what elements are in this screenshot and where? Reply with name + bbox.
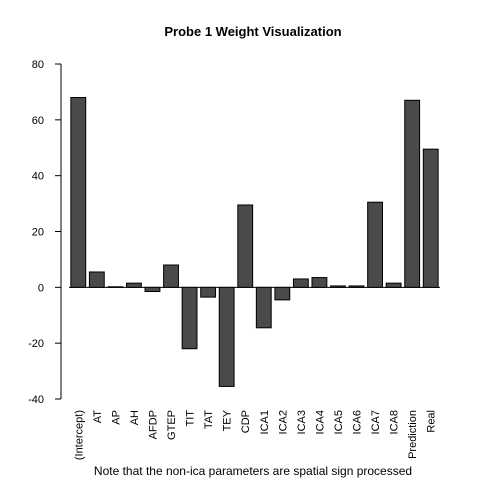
x-tick-label: AH <box>129 410 141 425</box>
bar-at <box>88 271 105 288</box>
bar-tey <box>218 286 235 387</box>
x-tick-label: ICA4 <box>314 410 326 434</box>
x-tick-label: Real <box>426 410 438 433</box>
bar-ah <box>126 282 142 288</box>
x-tick-label: ICA8 <box>389 410 401 434</box>
bar-ica3 <box>292 278 309 288</box>
x-tick-label: AP <box>110 410 122 425</box>
bar-ica5 <box>330 285 346 288</box>
bar-ica7 <box>367 201 383 288</box>
bar-tit <box>181 286 198 350</box>
x-tick-label: TEY <box>222 409 234 431</box>
bar-ap <box>107 286 124 288</box>
y-axis: -40 -20 0 20 40 60 80 <box>28 59 62 406</box>
bar-ica8 <box>385 282 402 288</box>
x-tick-label: ICA3 <box>296 410 308 434</box>
chart-title: Probe 1 Weight Visualization <box>164 24 341 39</box>
bar-cdp <box>237 204 254 288</box>
x-tick-label: Prediction <box>407 410 419 459</box>
y-tick-label: 20 <box>32 227 44 239</box>
chart-note: Note that the non-ica parameters are spa… <box>94 464 412 478</box>
bar-ica2 <box>274 286 291 301</box>
bar-afdp <box>144 286 161 293</box>
bar-intercept <box>70 97 87 288</box>
y-tick-label: 0 <box>38 282 44 294</box>
x-tick-labels: (Intercept) AT AP AH AFDP GTEP TIT TAT TEY CDP ICA… <box>73 409 437 460</box>
bar-prediction <box>404 99 421 288</box>
bar-ica1 <box>255 286 272 329</box>
x-tick-label: CDP <box>240 410 252 433</box>
x-tick-label: GTEP <box>166 410 178 440</box>
x-tick-label: (Intercept) <box>73 410 85 460</box>
x-tick-label: ICA7 <box>370 410 382 434</box>
bar-ica6 <box>348 285 365 288</box>
x-tick-label: ICA5 <box>333 410 345 434</box>
bar-gtep <box>163 264 179 288</box>
bar-ica4 <box>311 277 328 288</box>
y-tick-label: -20 <box>28 338 44 350</box>
x-tick-label: AFDP <box>147 410 159 439</box>
bar-real <box>422 148 439 288</box>
bars-group <box>70 97 439 387</box>
x-tick-label: ICA2 <box>277 410 289 434</box>
x-tick-label: ICA1 <box>259 410 271 434</box>
y-tick-label: 40 <box>32 171 44 183</box>
y-tick-label: -40 <box>28 394 44 406</box>
y-tick-label: 60 <box>32 115 44 127</box>
x-tick-label: AT <box>92 410 104 424</box>
y-tick-label: 80 <box>32 59 44 71</box>
x-tick-label: ICA6 <box>352 410 364 434</box>
x-tick-label: TIT <box>185 410 197 427</box>
x-tick-label: TAT <box>203 410 215 429</box>
bar-tat <box>200 286 217 298</box>
